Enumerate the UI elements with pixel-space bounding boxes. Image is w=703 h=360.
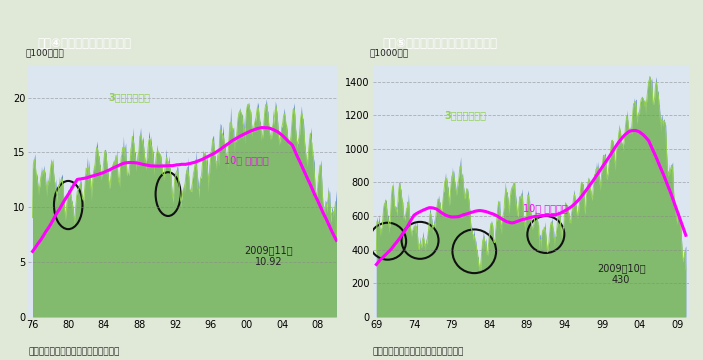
Text: 10年 移動平均: 10年 移動平均 [523,203,568,213]
Text: 2009年10月
430: 2009年10月 430 [597,263,645,285]
Text: （1000戸）: （1000戸） [370,48,408,57]
Text: 図表⑤：米国一戸建て住宅販売戸数: 図表⑤：米国一戸建て住宅販売戸数 [382,37,497,50]
Text: 出所：ブルームバーグ、武者リサーチ: 出所：ブルームバーグ、武者リサーチ [373,347,464,356]
Text: （100万台）: （100万台） [25,48,64,57]
Text: 3ヵ月移動平均: 3ヵ月移動平均 [444,111,486,121]
Text: 3ヵ月移動平均: 3ヵ月移動平均 [108,92,150,102]
Text: 10年 移動平均: 10年 移動平均 [224,156,269,165]
Text: 出所：ブルームバーグ、武者リサーチ: 出所：ブルームバーグ、武者リサーチ [28,347,120,356]
Text: 図表④：米国自動車販売台数: 図表④：米国自動車販売台数 [37,37,131,50]
Text: 2009年11月
10.92: 2009年11月 10.92 [245,246,293,267]
